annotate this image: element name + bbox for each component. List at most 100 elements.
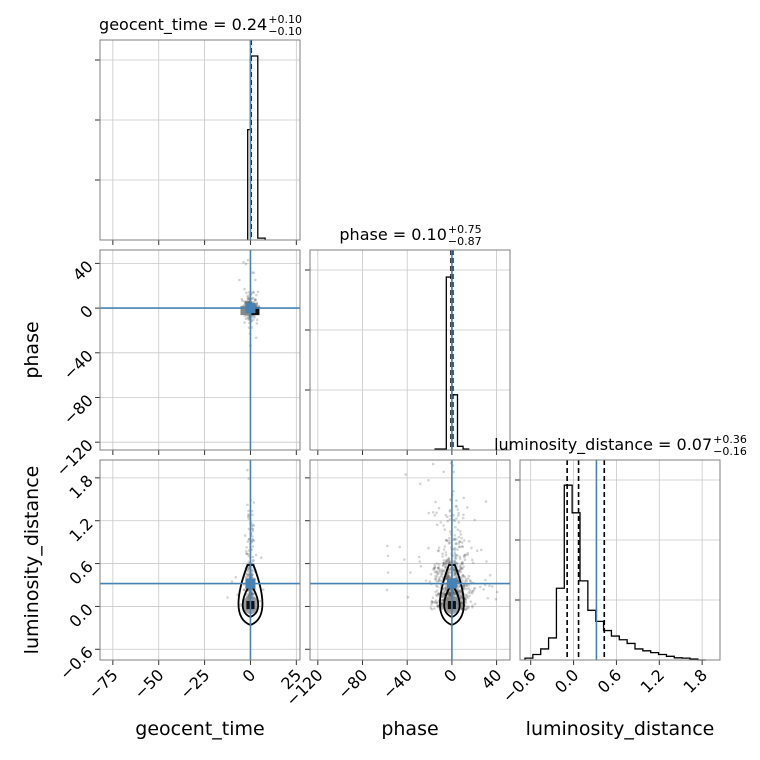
- scatter-geocent-time-vs-luminosity-distance-point: [250, 592, 254, 596]
- y-axis-label-phase: phase: [21, 321, 43, 378]
- scatter-geocent-time-vs-luminosity-distance-point: [247, 569, 251, 573]
- xtick-label-geocent-time-0: −75: [84, 665, 121, 702]
- title-geocent-time: geocent_time = 0.24 +0.10−0.10: [99, 13, 302, 38]
- scatter-phase-vs-luminosity-distance-point: [465, 584, 469, 587]
- scatter-phase-vs-luminosity-distance-point: [438, 571, 441, 574]
- scatter-phase-vs-luminosity-distance-point: [452, 538, 456, 541]
- scatter-phase-vs-luminosity-distance-point: [459, 600, 463, 604]
- scatter-phase-vs-luminosity-distance-point: [440, 598, 444, 602]
- scatter-phase-vs-luminosity-distance-point: [456, 562, 459, 565]
- scatter-geocent-time-vs-luminosity-distance-point: [250, 561, 254, 565]
- scatter-geocent-time-vs-phase-point: [246, 258, 250, 262]
- scatter-phase-vs-luminosity-distance-point: [442, 470, 446, 474]
- scatter-phase-vs-luminosity-distance-point: [440, 604, 444, 608]
- scatter-phase-vs-luminosity-distance-point: [447, 571, 451, 574]
- scatter-phase-vs-luminosity-distance-point: [419, 565, 423, 568]
- scatter-geocent-time-vs-luminosity-distance-point: [251, 538, 254, 541]
- scatter-phase-vs-luminosity-distance-point: [448, 510, 452, 513]
- scatter-phase-vs-luminosity-distance-point: [448, 567, 452, 571]
- scatter-phase-vs-luminosity-distance-point: [456, 528, 460, 531]
- scatter-geocent-time-vs-phase-point: [254, 293, 258, 297]
- scatter-phase-vs-luminosity-distance-point: [470, 590, 474, 593]
- scatter-phase-vs-luminosity-distance-point: [436, 604, 439, 607]
- scatter-phase-vs-luminosity-distance-point: [436, 589, 439, 592]
- scatter-geocent-time-vs-phase-point: [254, 298, 257, 302]
- scatter-geocent-time-vs-phase-point: [253, 316, 256, 319]
- x-axis-label-geocent-time: geocent_time: [135, 718, 264, 740]
- scatter-geocent-time-vs-phase-point: [247, 315, 250, 319]
- scatter-phase-vs-luminosity-distance-point: [446, 573, 450, 576]
- scatter-geocent-time-vs-luminosity-distance-point: [242, 588, 246, 591]
- scatter-phase-vs-luminosity-distance-point: [455, 505, 459, 508]
- scatter-geocent-time-vs-luminosity-distance-point: [251, 540, 254, 543]
- scatter-geocent-time-vs-phase-point: [246, 300, 249, 304]
- scatter-phase-vs-luminosity-distance-point: [448, 508, 452, 512]
- scatter-phase-vs-luminosity-distance-point: [445, 539, 449, 542]
- ytick-label-phase-2: −40: [60, 346, 97, 383]
- scatter-phase-vs-luminosity-distance-point: [436, 566, 440, 570]
- scatter-phase-vs-luminosity-distance-point: [459, 596, 463, 599]
- scatter-phase-vs-luminosity-distance-point: [435, 584, 438, 588]
- scatter-phase-vs-luminosity-distance-point: [456, 548, 459, 551]
- scatter-phase-vs-luminosity-distance-point: [482, 588, 486, 591]
- scatter-phase-vs-luminosity-distance-point: [444, 587, 447, 591]
- scatter-geocent-time-vs-luminosity-distance-point: [247, 477, 251, 480]
- scatter-phase-vs-luminosity-distance-point: [437, 565, 441, 569]
- title-phase: phase = 0.10 +0.75−0.87: [339, 223, 481, 248]
- scatter-phase-vs-luminosity-distance-point: [448, 575, 451, 578]
- scatter-phase-vs-luminosity-distance-point: [459, 566, 463, 570]
- scatter-phase-vs-luminosity-distance-point: [466, 553, 469, 556]
- scatter-phase-vs-luminosity-distance-point: [461, 545, 465, 549]
- scatter-phase-vs-luminosity-distance-point: [452, 567, 456, 570]
- scatter-phase-vs-luminosity-distance-point: [453, 561, 457, 565]
- scatter-geocent-time-vs-phase-point: [255, 303, 259, 306]
- ytick-label-luminosity-distance-4: 1.8: [65, 471, 96, 502]
- scatter-phase-vs-luminosity-distance-point: [440, 572, 443, 576]
- scatter-phase-vs-luminosity-distance-point: [440, 606, 444, 610]
- scatter-phase-vs-luminosity-distance-point: [440, 603, 444, 606]
- scatter-geocent-time-vs-luminosity-distance-point: [254, 553, 258, 557]
- scatter-phase-vs-luminosity-distance-point: [446, 571, 450, 575]
- scatter-geocent-time-vs-luminosity-distance-point: [247, 552, 250, 556]
- scatter-geocent-time-vs-luminosity-distance-point: [247, 537, 251, 541]
- scatter-phase-vs-luminosity-distance-point: [447, 561, 450, 564]
- scatter-geocent-time-vs-luminosity-distance-point: [247, 527, 251, 531]
- scatter-phase-vs-luminosity-distance-point: [455, 537, 458, 541]
- scatter-phase-vs-luminosity-distance-point: [464, 600, 467, 603]
- scatter-geocent-time-vs-luminosity-distance-point: [245, 552, 249, 556]
- scatter-geocent-time-vs-luminosity-distance-point: [246, 503, 249, 507]
- scatter-phase-vs-luminosity-distance-point: [424, 579, 428, 582]
- scatter-phase-vs-luminosity-distance-point: [460, 541, 464, 544]
- scatter-phase-vs-luminosity-distance-point: [464, 577, 468, 581]
- scatter-phase-vs-luminosity-distance-point: [434, 577, 438, 580]
- scatter-geocent-time-vs-phase-point: [251, 315, 255, 319]
- scatter-phase-vs-luminosity-distance-point: [441, 561, 445, 565]
- xtick-label-geocent-time-3: 0: [239, 665, 260, 686]
- scatter-phase-vs-luminosity-distance-point: [454, 555, 457, 558]
- scatter-phase-vs-luminosity-distance-point: [435, 570, 438, 573]
- scatter-phase-vs-luminosity-distance-point: [453, 568, 456, 571]
- scatter-phase-vs-luminosity-distance-point: [398, 545, 402, 549]
- scatter-geocent-time-vs-luminosity-distance-point: [251, 539, 254, 542]
- scatter-phase-vs-luminosity-distance-point: [458, 555, 462, 559]
- scatter-phase-vs-luminosity-distance-point: [469, 600, 473, 603]
- scatter-phase-vs-luminosity-distance-point: [468, 579, 472, 582]
- scatter-phase-vs-luminosity-distance-point: [453, 593, 457, 597]
- scatter-geocent-time-vs-luminosity-distance-point: [246, 575, 249, 579]
- scatter-phase-vs-luminosity-distance-point: [452, 518, 456, 522]
- scatter-geocent-time-vs-luminosity-distance-point: [252, 559, 255, 562]
- scatter-geocent-time-vs-luminosity-distance-point: [230, 580, 234, 583]
- scatter-phase-vs-luminosity-distance-point: [456, 578, 460, 582]
- scatter-phase-vs-luminosity-distance-point: [386, 544, 389, 548]
- scatter-phase-vs-luminosity-distance-point: [456, 577, 460, 580]
- scatter-geocent-time-vs-luminosity-distance-point: [251, 573, 254, 577]
- scatter-geocent-time-vs-phase-background: [100, 250, 300, 450]
- scatter-phase-vs-luminosity-distance-point: [439, 574, 443, 578]
- scatter-phase-vs-luminosity-distance-point: [453, 546, 457, 550]
- scatter-phase-vs-luminosity-distance-point: [456, 554, 459, 557]
- scatter-phase-vs-luminosity-distance-point: [462, 574, 465, 578]
- scatter-geocent-time-vs-luminosity-distance-point: [247, 554, 251, 558]
- scatter-geocent-time-vs-phase-point: [252, 271, 256, 275]
- scatter-phase-vs-luminosity-distance-point: [486, 596, 490, 600]
- scatter-geocent-time-vs-luminosity-distance-point: [250, 573, 254, 576]
